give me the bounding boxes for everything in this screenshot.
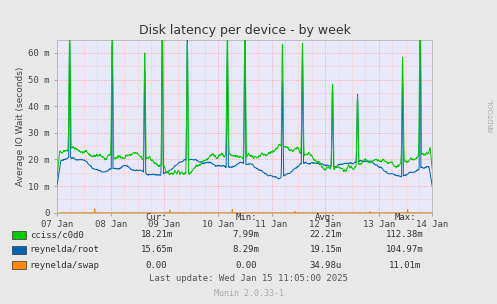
Title: Disk latency per device - by week: Disk latency per device - by week bbox=[139, 24, 351, 37]
Text: Last update: Wed Jan 15 11:05:00 2025: Last update: Wed Jan 15 11:05:00 2025 bbox=[149, 274, 348, 283]
Text: Avg:: Avg: bbox=[315, 213, 336, 223]
Y-axis label: Average IO Wait (seconds): Average IO Wait (seconds) bbox=[16, 67, 25, 186]
Text: 15.65m: 15.65m bbox=[141, 245, 172, 254]
Text: RRDTOOL: RRDTOOL bbox=[489, 99, 495, 132]
Text: Min:: Min: bbox=[235, 213, 257, 223]
Text: cciss/c0d0: cciss/c0d0 bbox=[30, 230, 83, 239]
Text: Max:: Max: bbox=[394, 213, 416, 223]
Text: 104.97m: 104.97m bbox=[386, 245, 424, 254]
Text: 0.00: 0.00 bbox=[146, 261, 167, 270]
Text: 22.21m: 22.21m bbox=[310, 230, 341, 239]
Text: Munin 2.0.33-1: Munin 2.0.33-1 bbox=[214, 289, 283, 299]
Text: Cur:: Cur: bbox=[146, 213, 167, 223]
Text: 8.29m: 8.29m bbox=[233, 245, 259, 254]
Text: 112.38m: 112.38m bbox=[386, 230, 424, 239]
Text: 11.01m: 11.01m bbox=[389, 261, 421, 270]
Text: reynelda/root: reynelda/root bbox=[30, 245, 100, 254]
Text: reynelda/swap: reynelda/swap bbox=[30, 261, 100, 270]
Text: 19.15m: 19.15m bbox=[310, 245, 341, 254]
Text: 7.99m: 7.99m bbox=[233, 230, 259, 239]
Text: 34.98u: 34.98u bbox=[310, 261, 341, 270]
Text: 18.21m: 18.21m bbox=[141, 230, 172, 239]
Text: 0.00: 0.00 bbox=[235, 261, 257, 270]
